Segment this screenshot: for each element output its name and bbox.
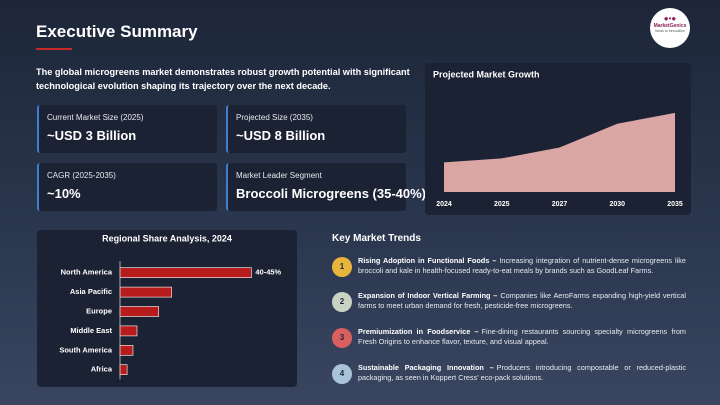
value-label: 40-45%	[255, 268, 281, 277]
kpi-label: CAGR (2025-2035)	[47, 171, 116, 180]
kpi-value: ~10%	[47, 186, 81, 201]
kpi-label: Projected Size (2035)	[236, 113, 313, 122]
x-tick-label: 2025	[494, 201, 510, 208]
trend-text: Producers introducing compostable or red…	[358, 363, 686, 382]
trend-item: Expansion of Indoor Vertical Farming – Co…	[358, 291, 686, 311]
trend-number: 3	[332, 328, 352, 348]
kpi-value: ~USD 8 Billion	[236, 128, 326, 143]
kpi-card: Market Leader Segment Broccoli Microgreen…	[226, 163, 427, 211]
y-tick-label: Africa	[91, 365, 113, 374]
chart-title: Projected Market Growth	[433, 69, 540, 79]
trend-title: Rising Adoption in Functional Foods –	[358, 256, 497, 265]
kpi-value: Broccoli Microgreens (35-40%)	[236, 186, 427, 201]
bar	[119, 306, 159, 317]
logo: ●•● MarketGenics Ideas to Innovation	[650, 8, 690, 48]
trend-number: 1	[332, 257, 352, 277]
kpi-label: Market Leader Segment	[236, 171, 322, 180]
kpi-card: Current Market Size (2025) ~USD 3 Billion	[37, 105, 217, 153]
area	[444, 112, 675, 192]
kpi-card: Projected Size (2035) ~USD 8 Billion	[226, 105, 406, 153]
bar	[119, 267, 252, 279]
logo-tagline: Ideas to Innovation	[655, 29, 685, 33]
x-tick-label: 2024	[436, 201, 452, 208]
trend-title: Sustainable Packaging Innovation –	[358, 363, 494, 372]
y-tick-label: South America	[59, 345, 112, 354]
title: Executive Summary	[36, 22, 198, 41]
y-tick-label: Europe	[86, 306, 112, 315]
y-tick-label: Asia Pacific	[70, 287, 112, 296]
trend-item: Sustainable Packaging Innovation – Produc…	[358, 363, 686, 383]
title-underline	[36, 48, 72, 50]
chart-title: Regional Share Analysis, 2024	[102, 233, 232, 243]
kpi-label: Current Market Size (2025)	[47, 113, 144, 122]
trends-title: Key Market Trends	[332, 233, 421, 244]
trend-item: Premiumization in Foodservice – Fine-dini…	[358, 327, 686, 347]
trend-title: Expansion of Indoor Vertical Farming –	[358, 291, 498, 300]
trend-text: Fine-dining restaurants sourcing special…	[358, 327, 686, 346]
kpi-card: CAGR (2025-2035) ~10%	[37, 163, 217, 211]
kpi-value: ~USD 3 Billion	[47, 128, 137, 143]
bar	[119, 325, 138, 337]
x-tick-label: 2027	[552, 201, 568, 208]
y-tick-label: Middle East	[70, 326, 112, 335]
bar	[119, 286, 172, 298]
bar	[119, 364, 128, 376]
y-tick-label: North America	[61, 268, 113, 277]
region-panel	[37, 230, 297, 387]
bar	[119, 344, 134, 356]
x-tick-label: 2030	[609, 201, 625, 208]
trend-number: 2	[332, 292, 352, 312]
trend-item: Rising Adoption in Functional Foods – Inc…	[358, 256, 686, 276]
trend-number: 4	[332, 364, 352, 384]
trend-text: Increasing integration of nutrient-dense…	[358, 256, 686, 275]
summary: The global microgreens market demonstrat…	[36, 67, 410, 91]
logo-name: MarketGenics	[653, 23, 687, 29]
trend-text: Companies like AeroFarms expanding high-…	[358, 291, 686, 310]
trend-title: Premiumization in Foodservice –	[358, 327, 479, 336]
x-tick-label: 2035	[667, 201, 683, 208]
